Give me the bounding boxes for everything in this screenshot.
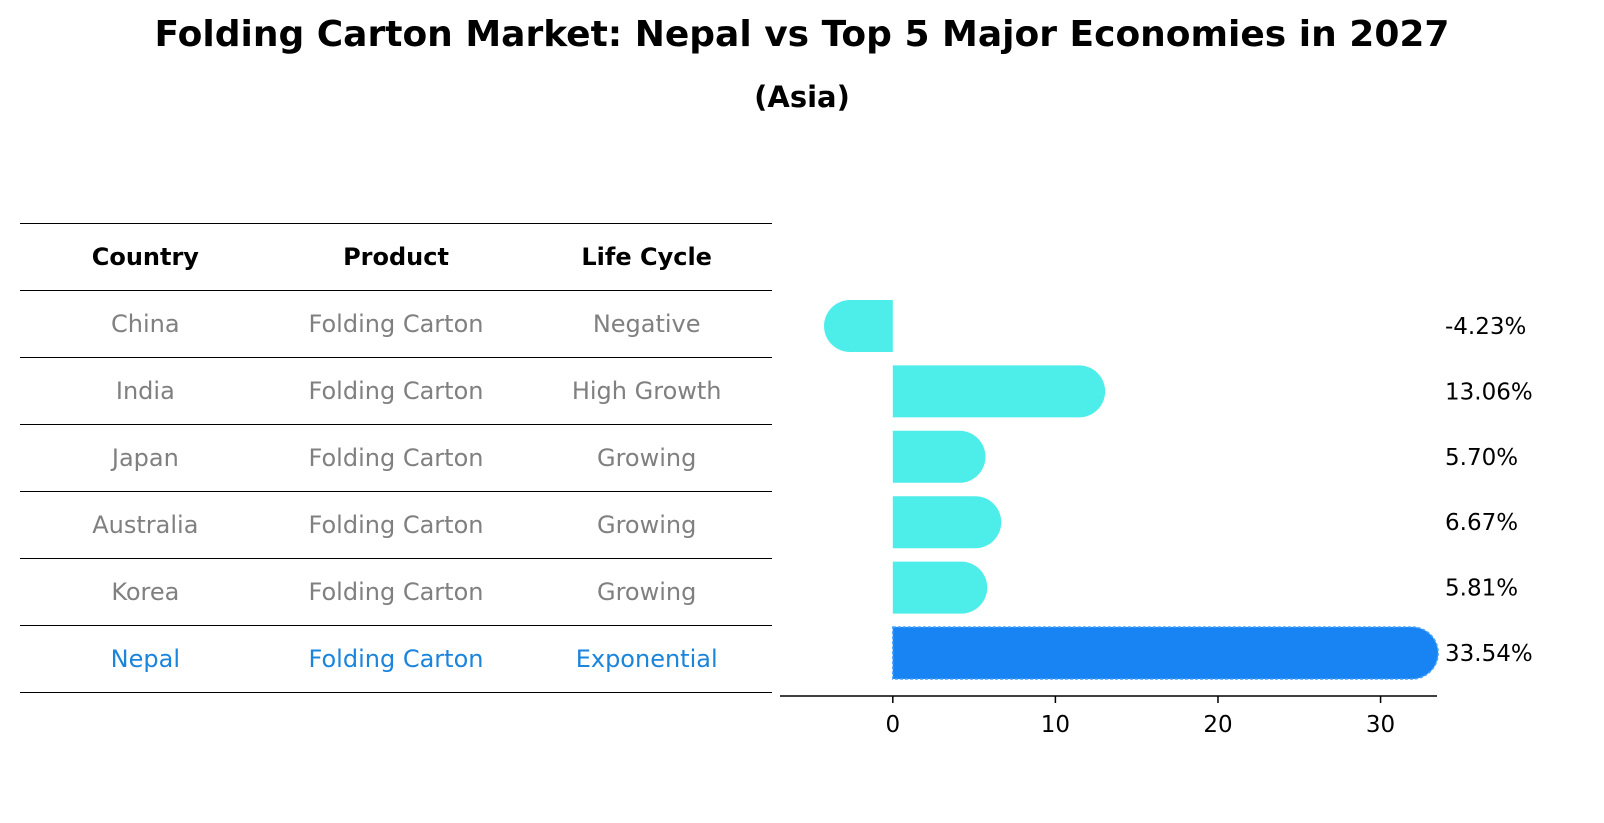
table-row-highlighted: Nepal Folding Carton Exponential (20, 625, 772, 693)
table-row: India Folding Carton High Growth (20, 357, 772, 424)
table-row: Japan Folding Carton Growing (20, 424, 772, 491)
life-cycle-cell: Exponential (575, 645, 718, 673)
product-cell: Folding Carton (308, 578, 484, 606)
bar-korea (892, 561, 988, 614)
country-cell: India (115, 377, 175, 405)
bar-chart: -4.23% 13.06% 5.70% 6.67% 5.81% 33.54% 0 10 20 30 (780, 300, 1533, 738)
data-label-china: -4.23% (1445, 314, 1526, 340)
chart-subtitle: (Asia) (754, 80, 850, 114)
chart-title: Folding Carton Market: Nepal vs Top 5 Ma… (154, 14, 1450, 55)
country-cell: Japan (111, 444, 179, 472)
table-row: Australia Folding Carton Growing (20, 491, 772, 558)
data-table: Country Product Life Cycle China Folding… (20, 223, 772, 693)
product-cell: Folding Carton (308, 444, 484, 472)
life-cycle-cell: Negative (592, 310, 701, 338)
product-cell: Folding Carton (308, 377, 484, 405)
x-tick-label: 10 (1041, 712, 1070, 738)
data-label-india: 13.06% (1445, 379, 1533, 405)
product-cell: Folding Carton (308, 645, 484, 673)
data-label-nepal: 33.54% (1445, 641, 1533, 667)
country-cell: Korea (111, 578, 180, 606)
product-cell: Folding Carton (308, 511, 484, 539)
bar-nepal (892, 626, 1439, 680)
table-header-row: Country Product Life Cycle (20, 223, 772, 290)
x-tick-label: 30 (1366, 712, 1395, 738)
country-cell: Australia (92, 511, 199, 539)
life-cycle-cell: Growing (596, 578, 697, 606)
x-tick-label: 20 (1203, 712, 1232, 738)
bar-india (892, 365, 1106, 418)
header-country: Country (91, 243, 199, 271)
table-row: China Folding Carton Negative (20, 290, 772, 357)
header-life-cycle: Life Cycle (581, 243, 712, 271)
header-product: Product (343, 243, 449, 271)
product-cell: Folding Carton (308, 310, 484, 338)
table-row: Korea Folding Carton Growing (20, 558, 772, 625)
life-cycle-cell: High Growth (571, 377, 722, 405)
bar-australia (892, 496, 1002, 549)
life-cycle-cell: Growing (596, 444, 697, 472)
data-label-korea: 5.81% (1445, 576, 1518, 602)
country-cell: Nepal (110, 645, 180, 673)
x-tick-label: 0 (885, 712, 900, 738)
bar-japan (892, 430, 986, 483)
data-label-australia: 6.67% (1445, 510, 1518, 536)
country-cell: China (111, 310, 180, 338)
data-label-japan: 5.70% (1445, 445, 1518, 471)
life-cycle-cell: Growing (596, 511, 697, 539)
bar-china (824, 300, 893, 352)
